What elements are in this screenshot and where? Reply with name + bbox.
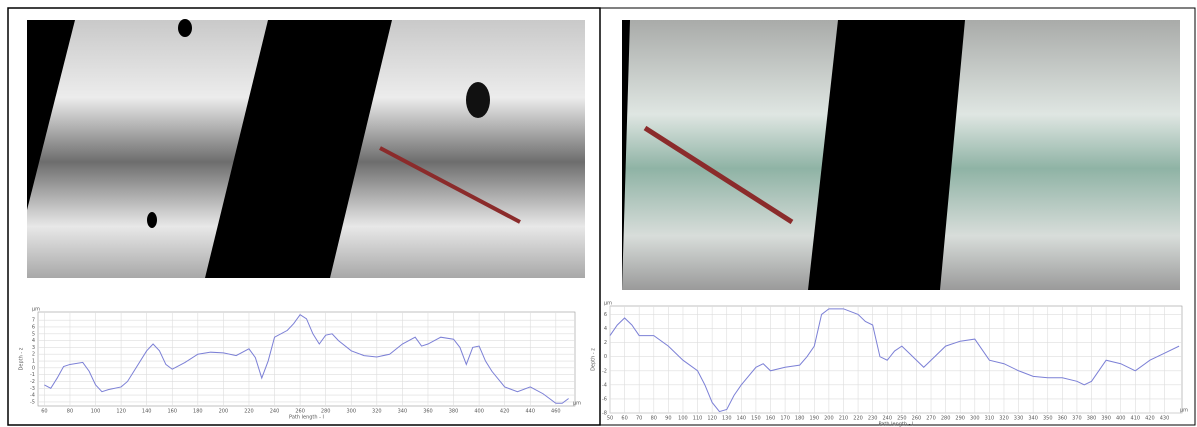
y-tick-label: -4: [602, 382, 607, 388]
x-tick-label: 200: [824, 416, 834, 422]
y-unit: µm: [604, 301, 612, 307]
x-tick-label: 400: [1116, 416, 1126, 422]
micrograph-right: [622, 20, 1180, 290]
x-tick-label: 280: [941, 416, 951, 422]
x-tick-label: 320: [372, 409, 382, 415]
x-tick-label: 460: [551, 409, 561, 415]
plot-area: [38, 312, 575, 406]
y-axis-label: Depth - z: [591, 348, 597, 371]
x-tick-label: 50: [607, 416, 613, 422]
x-tick-label: 220: [853, 416, 863, 422]
y-tick-label: 4: [604, 326, 607, 332]
x-tick-label: 340: [398, 409, 408, 415]
x-tick-label: 420: [1145, 416, 1155, 422]
y-tick-label: -5: [30, 399, 35, 405]
x-tick-label: 440: [525, 409, 535, 415]
x-tick-label: 70: [636, 416, 642, 422]
x-tick-label: 360: [423, 409, 433, 415]
x-tick-label: 180: [795, 416, 805, 422]
y-tick-label: -2: [30, 379, 35, 385]
x-tick-label: 380: [1087, 416, 1097, 422]
y-tick-label: -4: [30, 393, 35, 399]
x-tick-label: 300: [970, 416, 980, 422]
y-tick-label: 3: [32, 345, 35, 351]
x-tick-label: 320: [999, 416, 1009, 422]
x-tick-label: 430: [1160, 416, 1170, 422]
y-tick-label: 2: [32, 352, 35, 358]
x-tick-label: 370: [1072, 416, 1082, 422]
y-tick-label: 6: [32, 324, 35, 330]
x-tick-label: 300: [346, 409, 356, 415]
x-tick-label: 410: [1131, 416, 1141, 422]
x-tick-label: 340: [1028, 416, 1038, 422]
x-tick-label: 390: [1101, 416, 1111, 422]
x-tick-label: 190: [810, 416, 820, 422]
x-tick-label: 130: [722, 416, 732, 422]
y-tick-label: -1: [30, 372, 35, 378]
x-tick-label: 270: [926, 416, 936, 422]
canvas: -5-4-3-2-1012345676080100120140160180200…: [0, 0, 1197, 427]
x-tick-label: 80: [651, 416, 657, 422]
x-tick-label: 330: [1014, 416, 1024, 422]
y-tick-label: 0: [604, 354, 607, 360]
x-tick-label: 220: [244, 409, 254, 415]
x-tick-label: 420: [500, 409, 510, 415]
x-axis-label: Path length - l: [289, 415, 324, 421]
y-tick-label: 4: [32, 338, 35, 344]
x-tick-label: 240: [270, 409, 280, 415]
x-tick-label: 140: [737, 416, 747, 422]
y-axis-label: Depth - z: [19, 347, 25, 370]
x-tick-label: 60: [621, 416, 627, 422]
y-tick-label: 2: [604, 340, 607, 346]
x-tick-label: 350: [1043, 416, 1053, 422]
x-unit: µm: [1180, 408, 1188, 414]
x-tick-label: 160: [766, 416, 776, 422]
micrograph-left: [27, 19, 585, 278]
y-tick-label: 5: [32, 331, 35, 337]
y-tick-label: 7: [32, 318, 35, 324]
x-tick-label: 140: [142, 409, 152, 415]
x-tick-label: 360: [1058, 416, 1068, 422]
x-unit: µm: [573, 401, 581, 407]
x-tick-label: 90: [665, 416, 671, 422]
x-tick-label: 60: [41, 409, 47, 415]
x-axis-label: Path length - l: [879, 422, 914, 427]
x-tick-label: 160: [167, 409, 177, 415]
y-unit: µm: [32, 307, 40, 313]
x-tick-label: 100: [678, 416, 688, 422]
y-tick-label: -6: [602, 396, 607, 402]
x-tick-label: 290: [955, 416, 965, 422]
x-tick-label: 170: [780, 416, 790, 422]
y-tick-label: 0: [32, 365, 35, 371]
y-tick-label: 1: [32, 359, 35, 365]
y-tick-label: -2: [602, 368, 607, 374]
x-tick-label: 120: [116, 409, 126, 415]
x-tick-label: 210: [839, 416, 849, 422]
figure: -5-4-3-2-1012345676080100120140160180200…: [0, 0, 1197, 427]
x-tick-label: 180: [193, 409, 203, 415]
x-tick-label: 310: [985, 416, 995, 422]
y-tick-label: -3: [30, 386, 35, 392]
x-tick-label: 230: [868, 416, 878, 422]
x-tick-label: 150: [751, 416, 761, 422]
x-tick-label: 400: [474, 409, 484, 415]
y-tick-label: 6: [604, 312, 607, 318]
x-tick-label: 120: [707, 416, 717, 422]
x-tick-label: 110: [693, 416, 703, 422]
x-tick-label: 200: [219, 409, 229, 415]
x-tick-label: 80: [67, 409, 73, 415]
x-tick-label: 100: [91, 409, 101, 415]
plot-area: [610, 306, 1182, 413]
x-tick-label: 380: [449, 409, 459, 415]
